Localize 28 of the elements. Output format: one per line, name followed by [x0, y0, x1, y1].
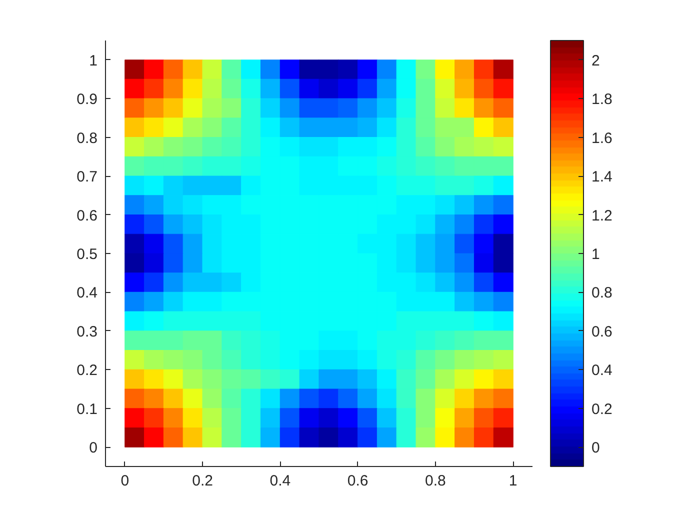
color-bar-label: 2 — [592, 52, 600, 70]
x-tick-label: 0 — [120, 472, 130, 490]
color-bar-label: 1.2 — [592, 207, 612, 224]
color-bar-label: 1.6 — [592, 130, 612, 147]
color-bar-label: 0 — [592, 440, 600, 457]
y-tick-label: 0 — [89, 440, 98, 457]
y-tick-label: 0.8 — [76, 130, 98, 147]
y-tick-label: 0.9 — [76, 91, 98, 108]
color-bar-label: 1.4 — [592, 168, 612, 186]
y-tick-label: 0.3 — [76, 323, 98, 340]
color-bar-label: 1.8 — [592, 91, 612, 108]
y-tick-label: 0.6 — [76, 207, 98, 224]
color-bar-label: 1 — [592, 246, 600, 263]
y-tick-label: 0.7 — [76, 168, 98, 186]
y-tick-label: 1 — [89, 52, 98, 70]
color-bar-label: 0.6 — [592, 323, 612, 340]
x-tick-label: 0.6 — [347, 472, 368, 490]
color-bar-label: 0.8 — [592, 284, 612, 302]
y-tick-label: 0.2 — [76, 362, 98, 380]
x-tick-label: 1 — [508, 472, 518, 490]
x-tick-label: 0.4 — [270, 472, 291, 490]
x-tick-label: 0.2 — [192, 472, 213, 490]
y-tick-label: 0.1 — [76, 400, 98, 418]
y-tick-label: 0.5 — [76, 246, 98, 263]
color-bar-label: 0.2 — [592, 400, 612, 418]
color-bar-label: 0.4 — [592, 362, 612, 380]
y-tick-label: 0.4 — [76, 284, 98, 302]
x-tick-label: 0.8 — [425, 472, 446, 490]
